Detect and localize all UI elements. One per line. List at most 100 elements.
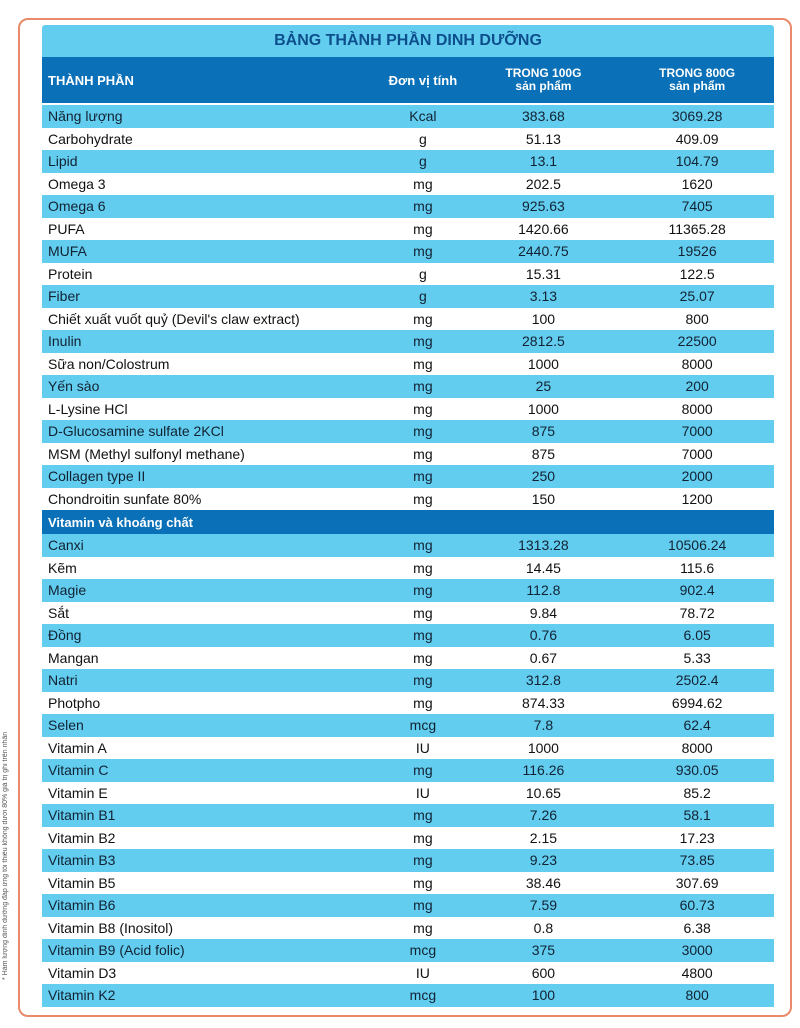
table-row: Magie mg 112.8 902.4 <box>42 579 774 602</box>
section-vitamins: Vitamin và khoáng chất <box>42 510 774 534</box>
value-per-100g: 100 <box>531 987 556 1004</box>
value-per-800g: 800 <box>685 310 709 327</box>
ingredient-name: MSM (Methyl sulfonyl methane) <box>48 445 245 462</box>
ingredient-name: Vitamin B9 (Acid folic) <box>48 942 185 959</box>
table-row: Vitamin A IU 1000 8000 <box>42 736 774 759</box>
table-row: Sữa non/Colostrum mg 1000 8000 <box>42 352 774 375</box>
ingredient-name: Chiết xuất vuốt quỷ (Devil's claw extrac… <box>48 310 300 327</box>
ingredient-name: Chondroitin sunfate 80% <box>48 490 202 507</box>
ingredient-name: Lipid <box>48 153 78 170</box>
value-per-100g: 383.68 <box>522 108 565 125</box>
value-per-100g: 600 <box>531 964 556 981</box>
ingredient-name: Canxi <box>48 537 84 554</box>
value-per-800g: 19526 <box>677 243 717 260</box>
value-per-100g: 2.15 <box>529 829 558 846</box>
value-per-100g: 875 <box>531 445 556 462</box>
ingredient-name: Vitamin B8 (Inositol) <box>48 919 174 936</box>
unit-cell: mg <box>413 400 433 417</box>
value-per-800g: 8000 <box>681 739 713 756</box>
table-row: Natri mg 312.8 2502.4 <box>42 669 774 692</box>
ingredient-name: Sữa non/Colostrum <box>48 355 170 372</box>
table-row: Omega 6 mg 925.63 7405 <box>42 195 774 218</box>
unit-cell: mg <box>413 559 433 576</box>
table-row: Sắt mg 9.84 78.72 <box>42 601 774 624</box>
header-ingredient: THÀNH PHẦN <box>48 72 134 88</box>
unit-cell: mg <box>413 378 433 395</box>
value-per-100g: 7.59 <box>529 897 558 914</box>
unit-cell: mg <box>413 333 433 350</box>
unit-cell: mg <box>413 627 433 644</box>
ingredient-name: Photpho <box>48 694 101 711</box>
unit-cell: mg <box>413 490 433 507</box>
unit-cell: mg <box>413 220 433 237</box>
value-per-800g: 58.1 <box>683 807 711 824</box>
table-row: Canxi mg 1313.28 10506.24 <box>42 534 774 557</box>
table-row: Vitamin B3 mg 9.23 73.85 <box>42 849 774 872</box>
value-per-800g: 25.07 <box>679 288 715 305</box>
unit-cell: g <box>419 130 427 147</box>
value-per-100g: 874.33 <box>522 694 565 711</box>
value-per-100g: 1000 <box>527 739 559 756</box>
ingredient-name: MUFA <box>48 243 87 260</box>
table-row: Vitamin B5 mg 38.46 307.69 <box>42 871 774 894</box>
value-per-800g: 8000 <box>681 400 713 417</box>
value-per-800g: 1200 <box>681 490 713 507</box>
unit-cell: mg <box>413 874 433 891</box>
value-per-100g: 925.63 <box>522 198 565 215</box>
unit-cell: mg <box>413 423 433 440</box>
value-per-800g: 104.79 <box>675 153 719 170</box>
table-row: Fiber g 3.13 25.07 <box>42 285 774 308</box>
table-row: Omega 3 mg 202.5 1620 <box>42 172 774 195</box>
unit-cell: mg <box>413 672 433 689</box>
unit-cell: mg <box>413 807 433 824</box>
unit-cell: mg <box>413 582 433 599</box>
value-per-100g: 14.45 <box>525 559 561 576</box>
table-title: BẢNG THÀNH PHẦN DINH DƯỠNG <box>42 25 774 57</box>
value-per-100g: 2440.75 <box>518 243 569 260</box>
unit-cell: mg <box>413 829 433 846</box>
value-per-800g: 1620 <box>681 175 713 192</box>
header-unit: Đơn vị tính <box>388 72 458 88</box>
ingredient-name: Inulin <box>48 333 82 350</box>
vitamin-rows: Canxi mg 1313.28 10506.24 Kẽm mg 14.45 115.6 Mag… <box>42 534 774 1007</box>
ingredient-name: Collagen type II <box>48 468 146 485</box>
value-per-800g: 2000 <box>681 468 713 485</box>
value-per-800g: 11365.28 <box>668 220 726 237</box>
table-row: Vitamin B2 mg 2.15 17.23 <box>42 826 774 849</box>
table-row: Vitamin B9 (Acid folic) mcg 375 3000 <box>42 939 774 962</box>
value-per-800g: 78.72 <box>679 604 715 621</box>
table-row: Yến sào mg 25 200 <box>42 375 774 398</box>
table-row: Vitamin D3 IU 600 4800 <box>42 961 774 984</box>
value-per-100g: 25 <box>535 378 552 395</box>
value-per-800g: 115.6 <box>680 559 715 576</box>
ingredient-name: Vitamin B3 <box>48 852 116 869</box>
unit-cell: mg <box>413 897 433 914</box>
nutrition-table: BẢNG THÀNH PHẦN DINH DƯỠNG THÀNH PHẦN Đơ… <box>42 25 774 1007</box>
table-row: D-Glucosamine sulfate 2KCl mg 875 7000 <box>42 420 774 443</box>
ingredient-name: Đồng <box>48 627 82 644</box>
table-row: Vitamin B8 (Inositol) mg 0.8 6.38 <box>42 916 774 939</box>
ingredient-name: Omega 6 <box>48 198 106 215</box>
unit-cell: mg <box>413 604 433 621</box>
unit-cell: mg <box>413 694 433 711</box>
table-row: Lipid g 13.1 104.79 <box>42 150 774 173</box>
value-per-800g: 930.05 <box>675 762 719 779</box>
value-per-800g: 800 <box>685 987 709 1004</box>
unit-cell: mg <box>413 762 433 779</box>
ingredient-name: Kẽm <box>48 559 77 576</box>
table-row: Photpho mg 874.33 6994.62 <box>42 691 774 714</box>
value-per-800g: 73.85 <box>679 852 715 869</box>
ingredient-name: Năng lượng <box>48 108 123 125</box>
value-per-100g: 112.8 <box>526 582 561 599</box>
ingredient-name: PUFA <box>48 220 85 237</box>
unit-cell: mcg <box>409 942 437 959</box>
value-per-100g: 100 <box>531 310 556 327</box>
table-row: MSM (Methyl sulfonyl methane) mg 875 7000 <box>42 442 774 465</box>
unit-cell: g <box>419 288 427 305</box>
value-per-800g: 60.73 <box>679 897 715 914</box>
ingredient-name: Vitamin B2 <box>48 829 116 846</box>
value-per-800g: 2502.4 <box>675 672 719 689</box>
value-per-100g: 7.26 <box>529 807 558 824</box>
unit-cell: mg <box>413 445 433 462</box>
value-per-800g: 6.38 <box>683 919 711 936</box>
